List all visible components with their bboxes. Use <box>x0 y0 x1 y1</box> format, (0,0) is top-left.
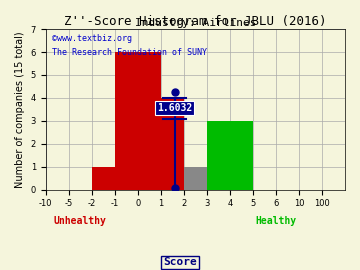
Text: Healthy: Healthy <box>255 216 297 226</box>
Bar <box>115 52 161 190</box>
Text: Industry: Airlines: Industry: Airlines <box>135 18 256 28</box>
Text: 1.6032: 1.6032 <box>157 103 192 113</box>
Bar <box>161 98 184 190</box>
Text: The Research Foundation of SUNY: The Research Foundation of SUNY <box>51 48 207 58</box>
Title: Z''-Score Histogram for JBLU (2016): Z''-Score Histogram for JBLU (2016) <box>64 15 327 28</box>
Text: Score: Score <box>163 257 197 267</box>
Text: Unhealthy: Unhealthy <box>54 216 107 226</box>
Text: ©www.textbiz.org: ©www.textbiz.org <box>51 34 132 43</box>
Y-axis label: Number of companies (15 total): Number of companies (15 total) <box>15 31 25 188</box>
Bar <box>92 167 115 190</box>
Bar <box>207 121 253 190</box>
Bar <box>184 167 207 190</box>
